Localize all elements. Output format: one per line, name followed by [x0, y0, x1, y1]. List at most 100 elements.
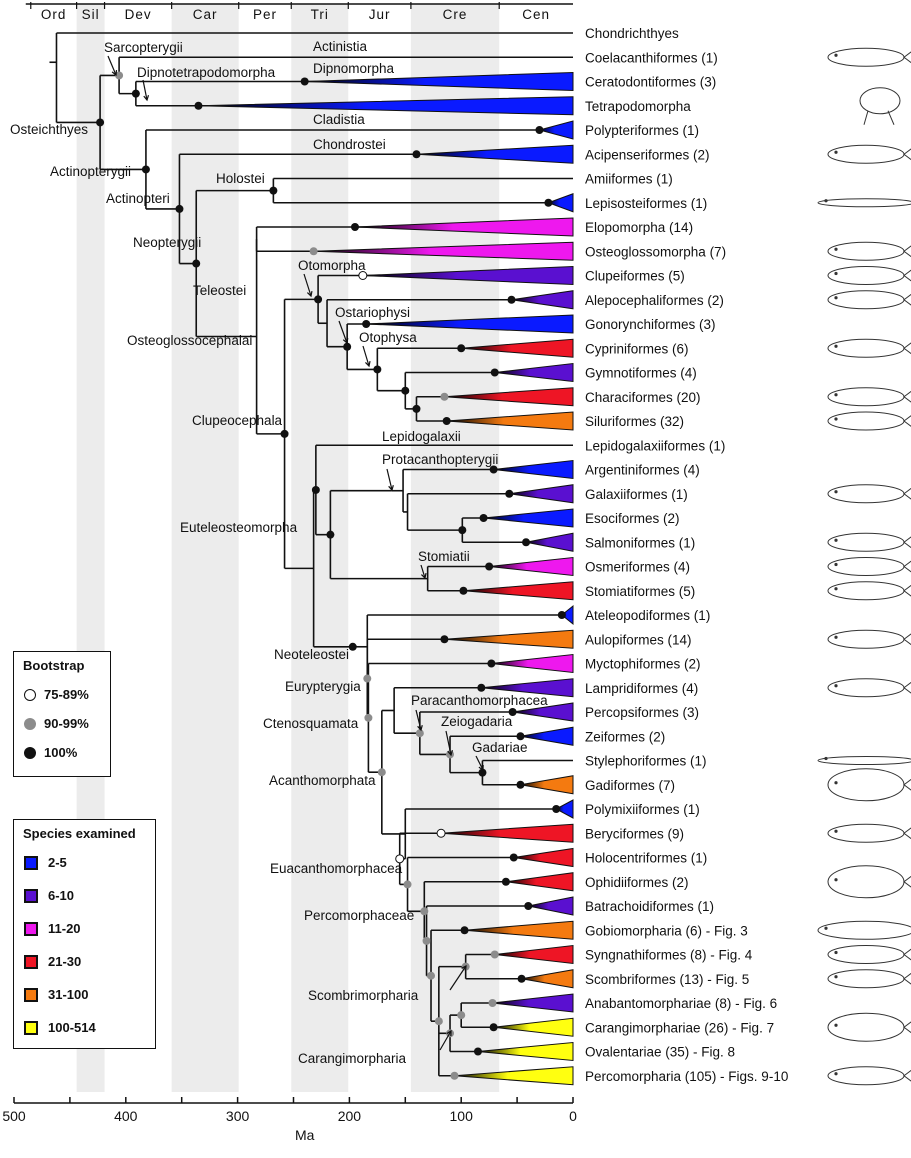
support-node-90 [309, 247, 318, 256]
period-label-cen: Cen [522, 7, 550, 22]
gray-circle-icon [24, 717, 36, 730]
tip-label: Holocentriformes (1) [585, 851, 707, 866]
tip-label: Lampridiformes (4) [585, 681, 698, 696]
outline [827, 532, 905, 552]
support-node-100 [373, 365, 382, 374]
support-node-100 [508, 708, 517, 716]
support-node-100 [440, 635, 449, 644]
eye [834, 53, 838, 57]
arrowhead-icon [461, 964, 467, 972]
period-label-ord: Ord [41, 7, 67, 22]
support-node-100 [544, 198, 553, 207]
outline [827, 411, 905, 431]
arrowhead-icon [447, 750, 454, 757]
support-node-90 [377, 768, 386, 777]
support-node-100 [509, 853, 518, 862]
support-node-100 [517, 974, 526, 983]
support-node-100 [460, 926, 469, 935]
tail [903, 51, 911, 64]
eye [834, 490, 838, 494]
tail [903, 972, 911, 985]
clade-triangle [491, 653, 574, 674]
support-node-100 [479, 514, 488, 522]
clade-label-cladistia: Cladistia [313, 112, 365, 127]
clade-triangle [313, 241, 574, 261]
support-node-100 [314, 295, 323, 304]
tip-label: Carangimorphariae (26) - Fig. 7 [585, 1020, 774, 1035]
support-node-100 [141, 165, 150, 174]
mackerel-illustration-icon [827, 969, 911, 989]
arrowhead-icon [388, 485, 394, 492]
lizardfish-illustration-icon [827, 678, 911, 698]
clade-label-neopterygii: Neopterygii [133, 235, 201, 250]
clade-triangle [520, 726, 574, 746]
support-node-100 [280, 429, 289, 438]
eye [834, 1023, 838, 1027]
clade-label-protacanthopterygii: Protacanthopterygii [382, 452, 498, 467]
arrowhead-icon [342, 337, 349, 345]
frog-illustration-icon [859, 87, 901, 125]
support-node-100 [522, 538, 531, 547]
clade-label-osteichthyes: Osteichthyes [10, 122, 88, 137]
tip-label: Gobiomorpharia (6) - Fig. 3 [585, 923, 748, 938]
coelacanth-illustration-icon [827, 47, 911, 67]
tip-label: Aulopiformes (14) [585, 632, 692, 647]
clade-triangle [546, 193, 574, 213]
clade-triangle [505, 872, 574, 892]
tip-label: Siluriformes (32) [585, 414, 684, 429]
eye [834, 271, 838, 276]
eye [834, 1072, 838, 1076]
pointer-arrow [386, 468, 393, 491]
outline [827, 557, 905, 576]
clade-triangle [366, 314, 574, 334]
support-node-100 [487, 659, 496, 668]
arrowhead-icon [417, 725, 423, 732]
bootstrap-legend-item: 75-89% [24, 687, 110, 702]
tail [903, 875, 911, 888]
geologic-period-header: Ord Sil Dev Car Per Tri Jur Cre Cen [25, 2, 573, 22]
eye [834, 417, 838, 421]
clade-label-zeiogadaria: Zeiogadaria [441, 714, 513, 729]
outline [827, 1066, 905, 1086]
arrowhead-icon [111, 69, 118, 77]
oarfish-illustration-icon [817, 756, 911, 765]
tip-label: Gadiformes (7) [585, 778, 675, 793]
clade-label-carangimorpharia: Carangimorpharia [298, 1051, 407, 1066]
axis-tick-label: 200 [338, 1108, 362, 1124]
osteoglossid-illustration-icon [827, 241, 911, 261]
eye [834, 587, 838, 591]
clade-triangle [483, 508, 574, 528]
clade-label-eurypterygia: Eurypterygia [285, 679, 361, 694]
tip-label: Alepocephaliformes (2) [585, 293, 724, 308]
support-node-100 [192, 259, 201, 268]
herring-illustration-icon [827, 266, 911, 285]
eye [824, 926, 828, 930]
clade-triangle [481, 678, 574, 698]
bootstrap-legend-label: 100% [44, 745, 78, 760]
tail [903, 584, 911, 597]
clade-label-dipnotetrapodomorpha: Dipnotetrapodomorpha [137, 65, 276, 80]
support-node-100 [507, 295, 516, 304]
support-node-90 [415, 729, 424, 738]
clade-triangle [477, 1041, 574, 1062]
species-legend-item: 100-514 [24, 1020, 155, 1035]
clade-triangle [492, 993, 574, 1013]
clade-label-actinopterygii: Actinopterygii [50, 164, 131, 179]
support-node-90 [427, 971, 436, 980]
tail [903, 245, 911, 258]
clade-label-neoteleostei: Neoteleostei [274, 647, 349, 662]
clade-triangle [525, 532, 574, 552]
period-label-car: Car [193, 7, 218, 22]
clade-triangle [537, 120, 574, 140]
tip-label: Myctophiformes (2) [585, 657, 701, 672]
outline [827, 823, 905, 843]
clade-label-acanthomorphata: Acanthomorphata [269, 773, 376, 788]
tail [903, 148, 911, 161]
tail [903, 415, 911, 427]
sturgeon-illustration-icon [827, 144, 911, 164]
clade-label-lepidogalaxii: Lepidogalaxii [382, 429, 461, 444]
tip-label: Ovalentariae (35) - Fig. 8 [585, 1045, 735, 1060]
clade-triangle [494, 362, 574, 383]
dory-illustration-icon [827, 768, 911, 802]
clade-triangle [464, 920, 574, 940]
